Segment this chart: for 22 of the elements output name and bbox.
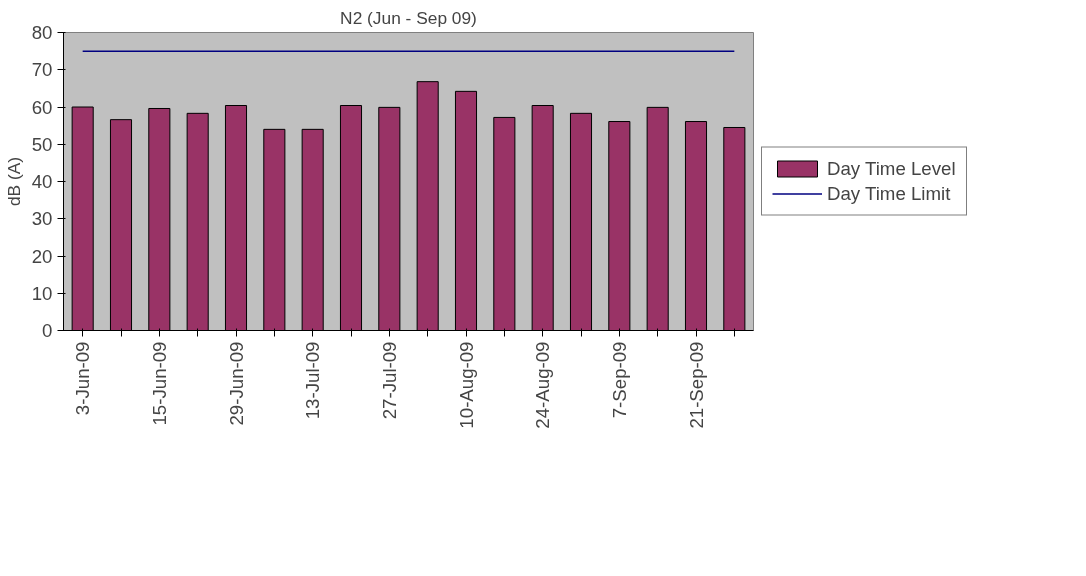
x-tick-label: 7-Sep-09	[608, 341, 630, 419]
x-tick-label: 27-Jul-09	[378, 341, 400, 420]
x-tick-label: 10-Aug-09	[455, 341, 477, 429]
x-tick-label: 24-Aug-09	[532, 341, 554, 429]
x-tick-label: 3-Jun-09	[72, 341, 94, 416]
y-tick-label: 0	[42, 320, 53, 341]
y-tick-label: 50	[31, 133, 53, 155]
y-tick-label: 10	[31, 282, 53, 304]
y-axis-title: dB (A)	[3, 156, 24, 207]
legend-label: Day Time Limit	[827, 182, 951, 205]
x-tick-label: 15-Jun-09	[148, 341, 170, 426]
x-tick-label: 21-Sep-09	[685, 341, 707, 429]
y-tick-label: 20	[31, 245, 53, 267]
chart-title: N2 (Jun - Sep 09)	[340, 7, 477, 28]
y-tick-label: 40	[31, 171, 53, 192]
legend-label: Day Time Level	[827, 157, 956, 180]
y-tick-label: 30	[31, 208, 53, 230]
x-tick-label: 29-Jun-09	[225, 341, 247, 426]
y-tick-label: 70	[31, 59, 53, 81]
x-tick-label: 13-Jul-09	[302, 341, 324, 420]
y-tick-label: 60	[31, 96, 53, 118]
y-tick-label: 80	[31, 22, 53, 43]
